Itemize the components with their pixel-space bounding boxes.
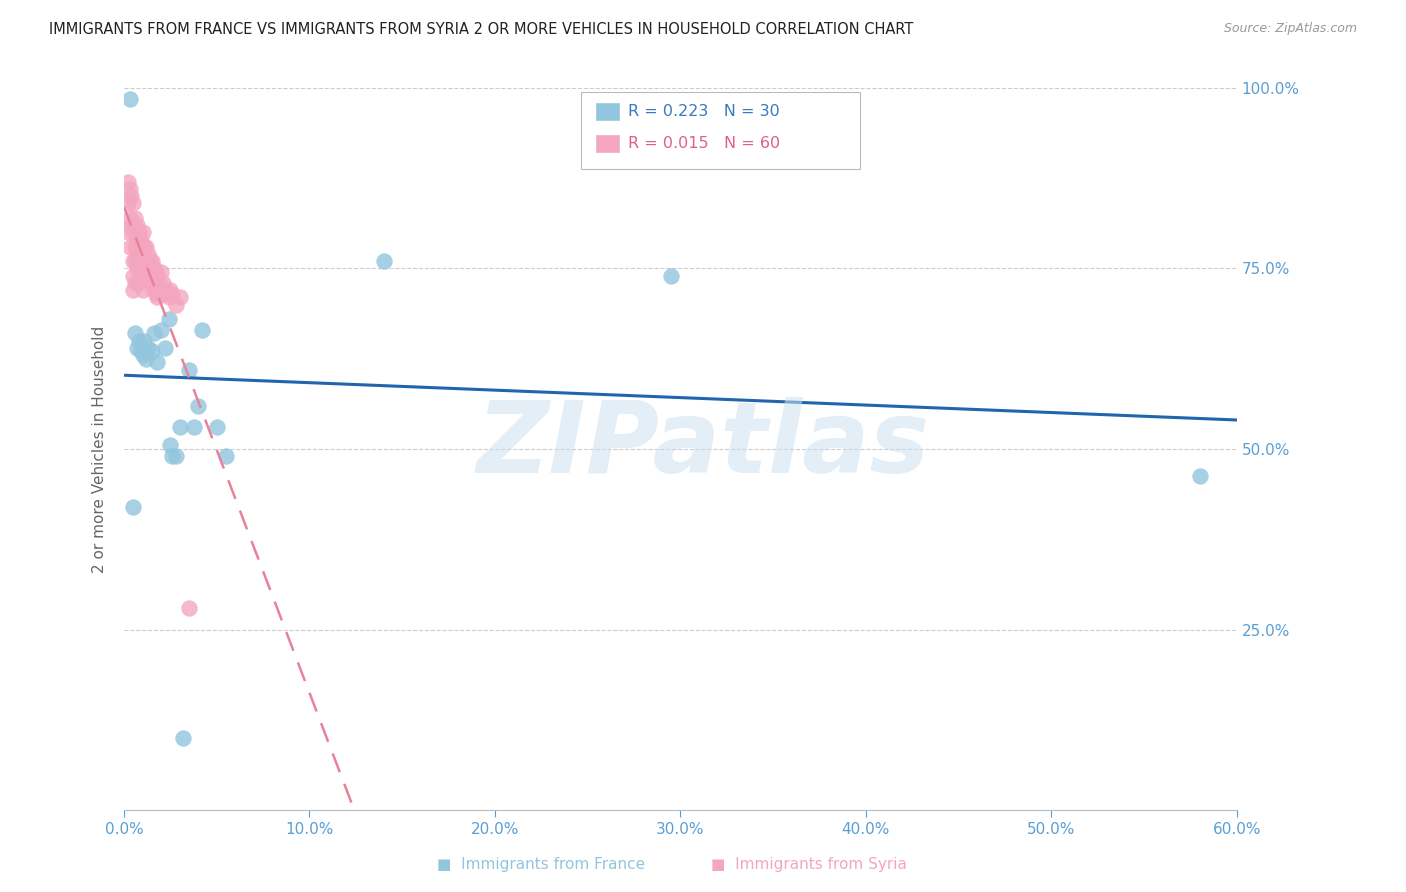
Point — [169, 290, 191, 304]
Point — [157, 290, 180, 304]
Point — [134, 261, 156, 276]
Text: R = 0.223   N = 30: R = 0.223 N = 30 — [628, 104, 780, 119]
Point — [159, 283, 181, 297]
Point — [118, 92, 141, 106]
Text: ■  Immigrants from France: ■ Immigrants from France — [437, 857, 645, 872]
Point — [139, 272, 162, 286]
Text: ■  Immigrants from Syria: ■ Immigrants from Syria — [710, 857, 907, 872]
Point — [142, 283, 165, 297]
Point — [117, 175, 139, 189]
Point — [131, 268, 153, 283]
Point — [122, 254, 145, 268]
Text: Source: ZipAtlas.com: Source: ZipAtlas.com — [1223, 22, 1357, 36]
Point — [122, 500, 145, 514]
Point — [191, 323, 214, 337]
Point — [165, 449, 187, 463]
Point — [118, 211, 141, 225]
Point — [131, 244, 153, 258]
Point — [122, 268, 145, 283]
Point — [153, 283, 176, 297]
Point — [125, 247, 148, 261]
Point — [159, 438, 181, 452]
Point — [131, 348, 153, 362]
Point — [145, 265, 167, 279]
Point — [124, 276, 146, 290]
Point — [141, 276, 163, 290]
Point — [135, 240, 157, 254]
Point — [169, 420, 191, 434]
Point — [128, 225, 150, 239]
Point — [125, 341, 148, 355]
Point — [183, 420, 205, 434]
Point — [128, 261, 150, 276]
Point — [141, 254, 163, 268]
Point — [150, 286, 173, 301]
Point — [153, 341, 176, 355]
Point — [205, 420, 228, 434]
Point — [122, 283, 145, 297]
Point — [160, 286, 183, 301]
Text: ZIPatlas: ZIPatlas — [477, 398, 929, 494]
Point — [117, 225, 139, 239]
Point — [135, 258, 157, 272]
Point — [172, 731, 194, 745]
Text: IMMIGRANTS FROM FRANCE VS IMMIGRANTS FROM SYRIA 2 OR MORE VEHICLES IN HOUSEHOLD : IMMIGRANTS FROM FRANCE VS IMMIGRANTS FRO… — [49, 22, 914, 37]
Point — [150, 265, 173, 279]
Point — [148, 276, 170, 290]
Point — [146, 268, 169, 283]
Point — [124, 254, 146, 268]
Point — [146, 355, 169, 369]
Point — [120, 189, 142, 203]
Point — [146, 290, 169, 304]
Point — [129, 233, 152, 247]
Point — [139, 254, 162, 268]
Point — [122, 196, 145, 211]
Point — [156, 286, 179, 301]
Point — [124, 326, 146, 341]
Point — [152, 276, 174, 290]
Point — [659, 268, 682, 283]
Point — [128, 276, 150, 290]
Point — [129, 344, 152, 359]
Point — [177, 362, 200, 376]
Point — [125, 233, 148, 247]
Point — [125, 261, 148, 276]
Point — [145, 286, 167, 301]
Point — [131, 254, 153, 268]
Point — [117, 196, 139, 211]
Point — [142, 261, 165, 276]
Point — [129, 254, 152, 268]
Text: R = 0.015   N = 60: R = 0.015 N = 60 — [628, 136, 780, 151]
Point — [118, 182, 141, 196]
Point — [141, 344, 163, 359]
Point — [118, 240, 141, 254]
Point — [165, 297, 187, 311]
Point — [131, 283, 153, 297]
Point — [373, 254, 395, 268]
Point — [177, 600, 200, 615]
Point — [134, 334, 156, 348]
Point — [157, 312, 180, 326]
Point — [120, 218, 142, 232]
Point — [124, 211, 146, 225]
Point — [135, 351, 157, 366]
Point — [125, 218, 148, 232]
Point — [124, 240, 146, 254]
Point — [136, 341, 159, 355]
Point — [1188, 469, 1211, 483]
Point — [134, 240, 156, 254]
Point — [160, 449, 183, 463]
Point — [187, 399, 209, 413]
Point — [142, 326, 165, 341]
Point — [136, 265, 159, 279]
Point — [136, 247, 159, 261]
Point — [128, 334, 150, 348]
Point — [150, 323, 173, 337]
Y-axis label: 2 or more Vehicles in Household: 2 or more Vehicles in Household — [93, 326, 107, 573]
Point — [215, 449, 238, 463]
Point — [131, 225, 153, 239]
Point — [122, 225, 145, 239]
Point — [128, 247, 150, 261]
